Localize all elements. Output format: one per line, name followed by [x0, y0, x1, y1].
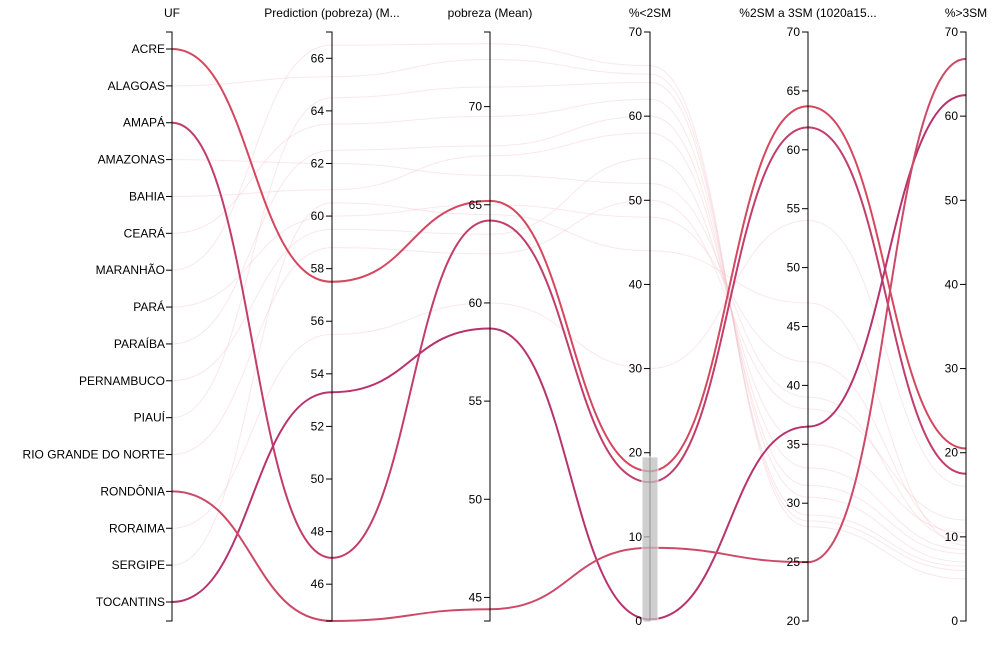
tick-label: 55: [469, 394, 483, 408]
background-line-9: [171, 199, 967, 521]
tick-label: 0: [635, 614, 642, 628]
axis-title[interactable]: pobreza (Mean): [448, 6, 533, 20]
background-line-6: [171, 115, 967, 555]
tick-label: AMAPÁ: [123, 115, 165, 130]
tick-label: 58: [311, 262, 325, 276]
background-line-10: [171, 219, 967, 529]
axis-title[interactable]: Prediction (pobreza) (M...: [264, 6, 399, 20]
tick-label: 35: [787, 437, 801, 451]
highlighted-line-2[interactable]: [171, 94, 967, 621]
tick-label: 54: [311, 367, 325, 381]
axis-title[interactable]: %2SM a 3SM (1020a15...: [739, 6, 876, 20]
tick-label: 70: [469, 100, 483, 114]
tick-label: 45: [787, 320, 801, 334]
axis-line: [326, 31, 333, 622]
tick-label: SERGIPE: [112, 558, 165, 572]
axis-title[interactable]: UF: [164, 6, 180, 20]
background-line-7: [171, 157, 967, 534]
axes: UF ACRE ALAGOAS AMAPÁ AMAZONAS BAHIA CEARÁ MARA…: [23, 6, 988, 628]
tick-label: RORAIMA: [109, 521, 165, 535]
tick-label: 65: [787, 84, 801, 98]
tick-label: 64: [311, 104, 325, 118]
background-line-11: [171, 202, 967, 566]
tick-label: TOCANTINS: [96, 595, 165, 609]
tick-label: 55: [787, 202, 801, 216]
background-line-8: [171, 81, 967, 567]
axis-line: [166, 31, 173, 622]
tick-label: 40: [629, 277, 643, 291]
tick-label: 30: [787, 496, 801, 510]
tick-label: 65: [469, 198, 483, 212]
tick-label: PARÁ: [133, 299, 165, 314]
tick-label: 60: [311, 209, 325, 223]
tick-label: 46: [311, 577, 325, 591]
tick-label: MARANHÃO: [96, 263, 165, 277]
tick-label: 70: [629, 25, 643, 39]
tick-label: 0: [951, 614, 958, 628]
tick-label: 40: [945, 277, 959, 291]
axis-uf: UF ACRE ALAGOAS AMAPÁ AMAZONAS BAHIA CEARÁ MARA…: [23, 6, 180, 622]
tick-label: CEARÁ: [124, 225, 165, 240]
background-line-4: [171, 43, 967, 580]
axis-title[interactable]: %<2SM: [629, 6, 671, 20]
tick-label: 52: [311, 419, 325, 433]
tick-label: 60: [469, 296, 483, 310]
tick-label: 30: [629, 362, 643, 376]
tick-label: 45: [469, 590, 483, 604]
tick-label: PERNAMBUCO: [79, 374, 165, 388]
tick-label: PIAUÍ: [134, 410, 166, 425]
brush-selection[interactable]: [641, 456, 659, 622]
tick-label: AMAZONAS: [98, 153, 165, 167]
tick-label: 20: [629, 446, 643, 460]
axis-pobreza: pobreza (Mean) 45 50 55 60 65 70: [448, 6, 533, 622]
tick-label: 10: [945, 530, 959, 544]
tick-label: 60: [787, 143, 801, 157]
axis-mid: %2SM a 3SM (1020a15... 20 25 30 35 40 45 50 55 60…: [739, 6, 876, 628]
tick-label: 56: [311, 314, 325, 328]
axis-pred: Prediction (pobreza) (M... 46 48 50 52 54 56 58…: [264, 6, 400, 622]
tick-label: 20: [787, 614, 801, 628]
tick-label: ALAGOAS: [108, 79, 165, 93]
tick-label: 50: [629, 193, 643, 207]
tick-label: 10: [629, 530, 643, 544]
tick-label: 20: [945, 446, 959, 460]
tick-label: RONDÔNIA: [100, 483, 165, 498]
brush-layer[interactable]: [641, 456, 659, 622]
background-line-3: [171, 98, 967, 563]
tick-label: 70: [945, 25, 959, 39]
tick-label: 60: [945, 109, 959, 123]
highlighted-lines: [171, 48, 967, 623]
axis-title[interactable]: %>3SM: [945, 6, 987, 20]
tick-label: BAHIA: [129, 189, 165, 203]
background-line-5: [171, 204, 967, 538]
tick-label: 50: [787, 261, 801, 275]
tick-label: 48: [311, 525, 325, 539]
background-line-2: [171, 132, 967, 550]
highlighted-line-1[interactable]: [171, 121, 967, 559]
tick-label: 60: [629, 109, 643, 123]
background-lines: [171, 43, 967, 580]
tick-label: RIO GRANDE DO NORTE: [23, 448, 165, 462]
highlighted-line-0[interactable]: [171, 48, 967, 473]
tick-label: 66: [311, 51, 325, 65]
tick-label: 50: [311, 472, 325, 486]
tick-label: 62: [311, 156, 325, 170]
axis-line: [484, 31, 491, 622]
tick-label: 30: [945, 362, 959, 376]
tick-label: ACRE: [132, 42, 165, 56]
highlighted-line-3[interactable]: [171, 57, 967, 623]
tick-label: 50: [945, 193, 959, 207]
axis-gt3: %>3SM 0 10 20 30 40 50 60 70: [945, 6, 988, 628]
tick-label: PARAÍBA: [114, 336, 165, 351]
tick-label: 25: [787, 555, 801, 569]
tick-label: 40: [787, 378, 801, 392]
tick-label: 70: [787, 25, 801, 39]
tick-label: 50: [469, 492, 483, 506]
